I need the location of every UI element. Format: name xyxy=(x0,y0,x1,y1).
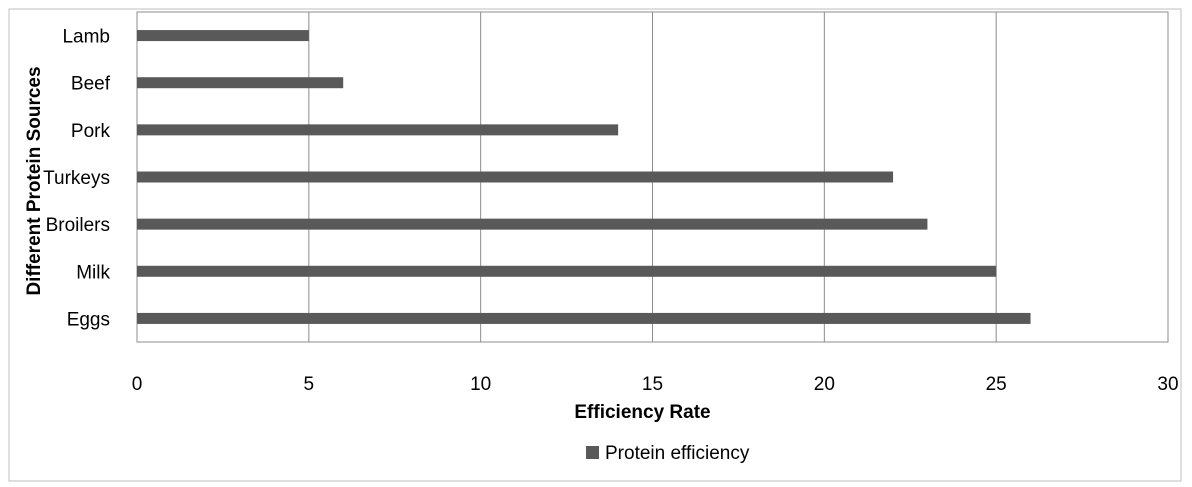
bar-turkeys xyxy=(137,171,894,183)
bar-eggs xyxy=(137,312,1031,324)
x-tick-label: 30 xyxy=(1157,374,1178,395)
x-tick-labels: 0 5 10 15 20 25 30 xyxy=(132,374,1179,395)
x-tick-label: 0 xyxy=(132,374,143,395)
x-tick-label: 10 xyxy=(470,374,491,395)
category-labels: Lamb Beef Pork Turkeys Broilers Milk Eggs xyxy=(43,27,111,331)
x-tick-label: 5 xyxy=(304,374,315,395)
category-label-turkeys: Turkeys xyxy=(43,168,110,189)
x-tick-label: 20 xyxy=(814,374,835,395)
category-label-beef: Beef xyxy=(71,74,111,95)
bar-beef xyxy=(137,77,344,89)
x-tick-label: 25 xyxy=(986,374,1007,395)
legend-label: Protein efficiency xyxy=(605,443,750,464)
bar-pork xyxy=(137,124,619,136)
category-label-milk: Milk xyxy=(76,262,110,283)
legend-swatch xyxy=(586,446,599,459)
bar-milk xyxy=(137,265,997,277)
category-label-broilers: Broilers xyxy=(46,215,110,236)
bar-lamb xyxy=(137,30,309,42)
y-axis-title: Different Protein Sources xyxy=(24,66,45,295)
category-label-lamb: Lamb xyxy=(62,27,110,48)
x-tick-label: 15 xyxy=(642,374,663,395)
bars xyxy=(137,30,1031,324)
category-label-eggs: Eggs xyxy=(67,309,110,330)
category-label-pork: Pork xyxy=(71,121,111,142)
bar-broilers xyxy=(137,218,928,230)
legend: Protein efficiency xyxy=(586,443,750,464)
x-axis-title: Efficiency Rate xyxy=(574,402,710,423)
